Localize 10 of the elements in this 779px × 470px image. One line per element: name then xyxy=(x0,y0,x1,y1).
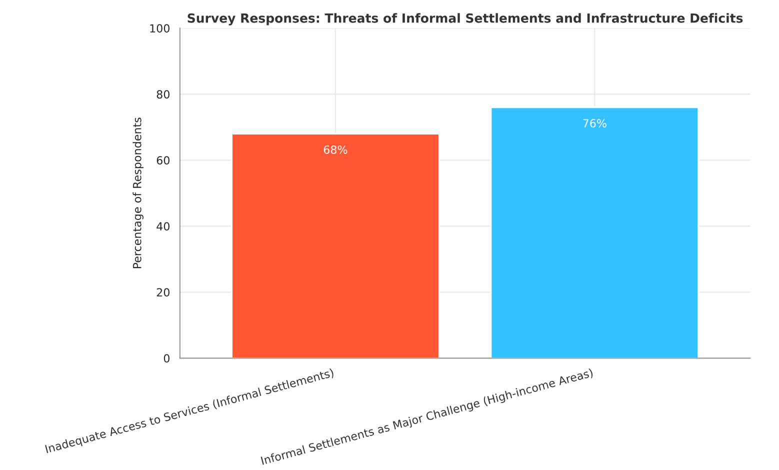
y-tick-label: 40 xyxy=(156,222,170,231)
y-tick-label: 0 xyxy=(164,354,170,363)
data-label: 68% xyxy=(324,145,348,154)
chart-title: Survey Responses: Threats of Informal Settlements and Infrastructure Deficits xyxy=(188,13,743,26)
y-tick-label: 60 xyxy=(156,156,170,165)
y-tick-label: 20 xyxy=(156,288,170,297)
data-label: 76% xyxy=(583,119,606,128)
y-tick-label: 100 xyxy=(150,24,170,33)
y-axis-title: Percentage of Respondents xyxy=(132,118,144,268)
y-tick-label: 80 xyxy=(156,90,170,99)
